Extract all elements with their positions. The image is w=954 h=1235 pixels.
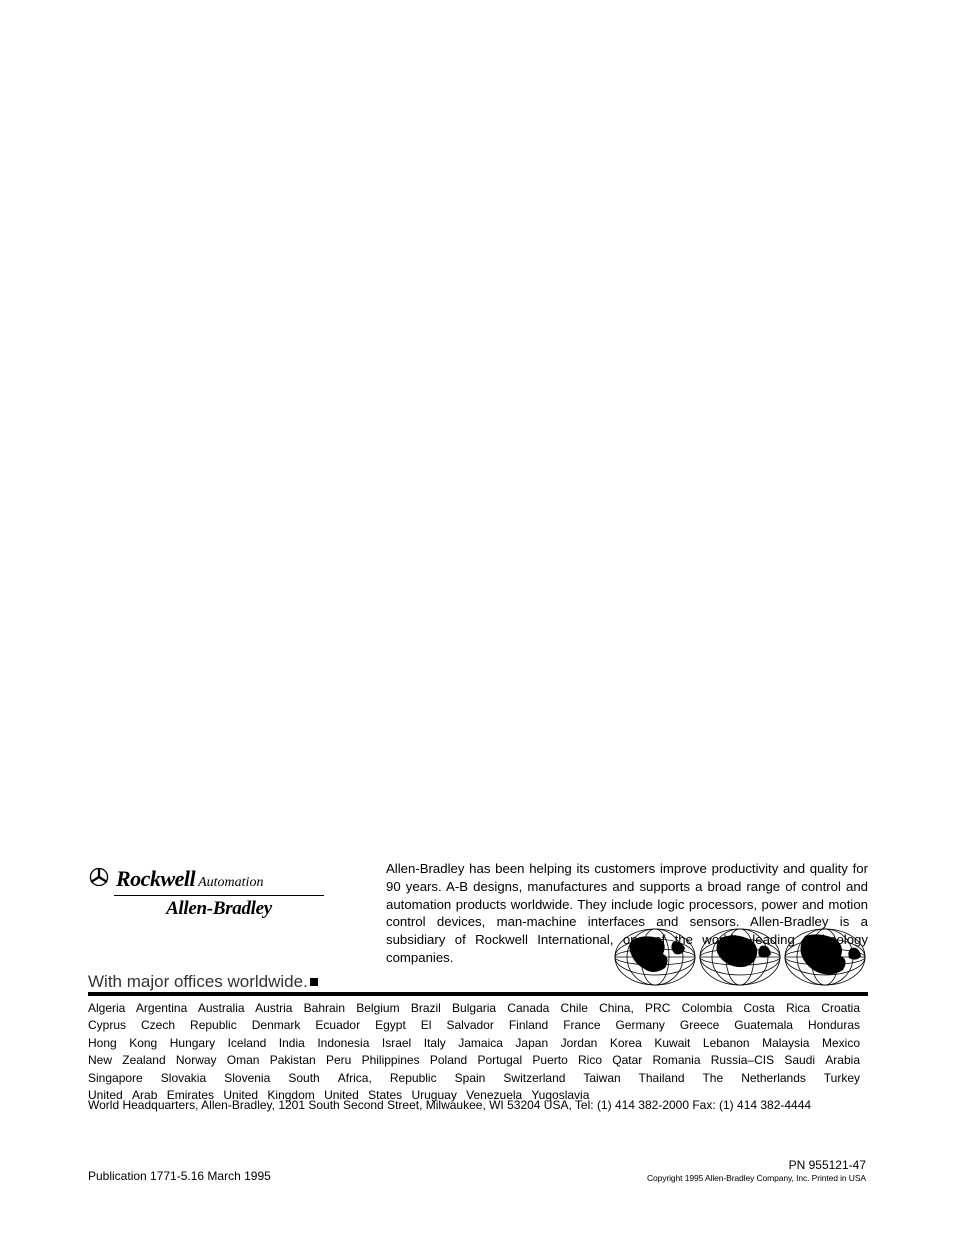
publication-number: Publication 1771-5.16 March 1995: [88, 1169, 271, 1183]
offices-heading: With major offices worldwide.: [88, 972, 318, 992]
copyright-text: Copyright 1995 Allen-Bradley Company, In…: [647, 1173, 866, 1183]
rockwell-word: Rockwell: [116, 866, 195, 891]
rockwell-logo-icon: [88, 868, 110, 886]
offices-heading-text: With major offices worldwide.: [88, 972, 308, 991]
part-number: PN 955121-47: [647, 1158, 866, 1172]
heading-end-mark-icon: [310, 978, 318, 986]
allen-bradley-word: Allen-Bradley: [114, 898, 324, 920]
logo-divider: [114, 895, 324, 896]
globes-icon: [613, 926, 868, 988]
headquarters-address: World Headquarters, Allen-Bradley, 1201 …: [88, 1098, 860, 1112]
automation-word: Automation: [198, 875, 263, 890]
logo-rockwell-text: RockwellAutomation: [116, 866, 263, 892]
logo-line-1: RockwellAutomation: [88, 866, 358, 892]
footer-right: PN 955121-47 Copyright 1995 Allen-Bradle…: [647, 1158, 866, 1183]
document-page: RockwellAutomation Allen-Bradley Allen-B…: [0, 0, 954, 1235]
logo-block: RockwellAutomation Allen-Bradley: [88, 866, 358, 967]
countries-list: Algeria Argentina Australia Austria Bahr…: [88, 1000, 860, 1104]
